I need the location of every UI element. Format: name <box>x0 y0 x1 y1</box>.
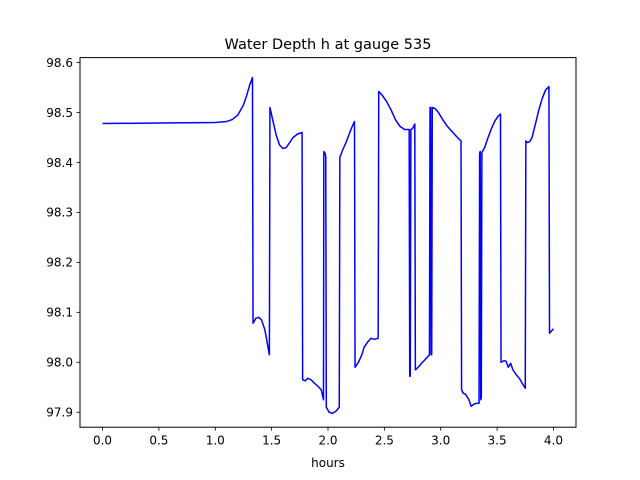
x-tick-label: 0.0 <box>93 434 112 448</box>
x-tick-label: 2.0 <box>318 434 337 448</box>
x-axis-label: hours <box>311 456 345 470</box>
x-tick-label: 1.0 <box>206 434 225 448</box>
y-axis: 97.9 98.0 98.1 98.2 98.3 98.4 98.5 98.6 <box>46 56 80 420</box>
x-tick-label: 4.0 <box>544 434 563 448</box>
y-tick-label: 98.6 <box>46 56 73 70</box>
y-tick-label: 98.1 <box>46 306 73 320</box>
y-tick-label: 98.3 <box>46 206 73 220</box>
chart-title: Water Depth h at gauge 535 <box>225 37 432 53</box>
y-tick-label: 98.4 <box>46 156 73 170</box>
y-tick-label: 98.5 <box>46 106 73 120</box>
y-tick-label: 98.0 <box>46 356 73 370</box>
x-tick-label: 0.5 <box>149 434 168 448</box>
x-tick-label: 2.5 <box>375 434 394 448</box>
plot-frame <box>79 57 577 428</box>
y-tick-label: 98.2 <box>46 256 73 270</box>
y-tick-label: 97.9 <box>46 406 73 420</box>
series-line-0 <box>102 76 555 414</box>
x-tick-label: 3.5 <box>488 434 507 448</box>
x-tick-label: 1.5 <box>262 434 281 448</box>
plot-area <box>102 76 555 414</box>
x-tick-label: 3.0 <box>431 434 450 448</box>
x-axis: 0.0 0.5 1.0 1.5 2.0 2.5 3.0 3.5 4.0 <box>93 427 563 448</box>
